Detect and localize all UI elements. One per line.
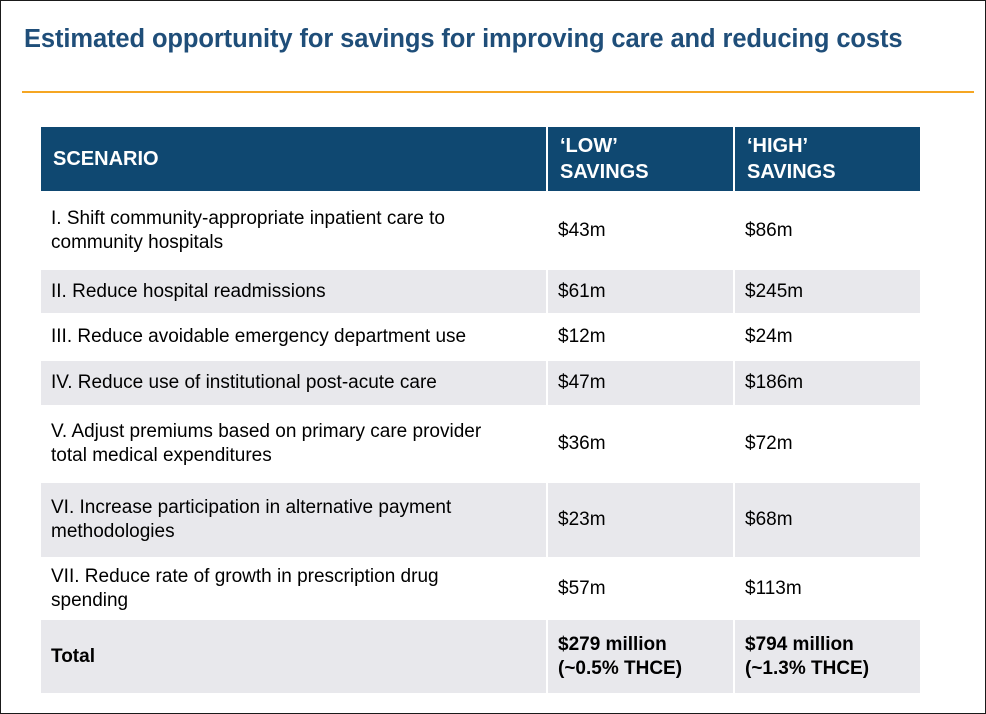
low-savings-cell: $61m bbox=[546, 268, 733, 313]
total-row: Total $279 million (~0.5% THCE) $794 mil… bbox=[41, 618, 920, 693]
low-savings-cell: $47m bbox=[546, 359, 733, 405]
header-high-line: ‘HIGH’ bbox=[747, 135, 809, 157]
scenario-cell: V. Adjust premiums based on primary care… bbox=[41, 405, 546, 481]
scenario-cell: VI. Increase participation in alternativ… bbox=[41, 481, 546, 557]
header-low-line: ‘LOW’ bbox=[560, 135, 618, 157]
high-savings-cell: $68m bbox=[733, 481, 920, 557]
total-high-line: (~1.3% THCE) bbox=[745, 657, 870, 679]
scenario-line: community hospitals bbox=[51, 231, 224, 253]
scenario-line: total medical expenditures bbox=[51, 445, 272, 466]
scenario-line: II. Reduce hospital readmissions bbox=[51, 280, 326, 302]
slide-title: Estimated opportunity for savings for im… bbox=[24, 25, 903, 53]
header-high-line: SAVINGS bbox=[747, 161, 836, 183]
table-row: VI. Increase participation in alternativ… bbox=[41, 481, 920, 557]
savings-table: SCENARIO ‘LOW’ SAVINGS ‘HIGH’ SAVINGS I.… bbox=[41, 127, 920, 693]
high-savings-cell: $86m bbox=[733, 191, 920, 268]
total-low-cell: $279 million (~0.5% THCE) bbox=[546, 618, 733, 693]
total-low-line: (~0.5% THCE) bbox=[558, 657, 683, 679]
title-divider bbox=[22, 91, 974, 93]
high-savings-cell: $245m bbox=[733, 268, 920, 313]
header-low-line: SAVINGS bbox=[560, 161, 649, 183]
header-high-savings: ‘HIGH’ SAVINGS bbox=[733, 127, 920, 191]
high-savings-cell: $24m bbox=[733, 313, 920, 359]
header-scenario: SCENARIO bbox=[41, 127, 546, 191]
scenario-cell: II. Reduce hospital readmissions bbox=[41, 268, 546, 313]
scenario-cell: III. Reduce avoidable emergency departme… bbox=[41, 313, 546, 359]
low-savings-cell: $43m bbox=[546, 191, 733, 268]
scenario-line: III. Reduce avoidable emergency departme… bbox=[51, 326, 467, 347]
table-row: V. Adjust premiums based on primary care… bbox=[41, 405, 920, 481]
low-savings-cell: $23m bbox=[546, 481, 733, 557]
total-label: Total bbox=[41, 618, 546, 693]
scenario-line: IV. Reduce use of institutional post-acu… bbox=[51, 372, 437, 393]
scenario-line: V. Adjust premiums based on primary care… bbox=[51, 421, 482, 442]
table-row: VII. Reduce rate of growth in prescripti… bbox=[41, 557, 920, 618]
low-savings-cell: $57m bbox=[546, 557, 733, 618]
low-savings-cell: $12m bbox=[546, 313, 733, 359]
scenario-line: methodologies bbox=[51, 521, 175, 542]
scenario-line: spending bbox=[51, 589, 129, 611]
table-row: II. Reduce hospital readmissions $61m $2… bbox=[41, 268, 920, 313]
total-high-line: $794 million bbox=[745, 633, 854, 655]
scenario-line: VI. Increase participation in alternativ… bbox=[51, 497, 452, 518]
total-low-line: $279 million bbox=[558, 633, 667, 655]
scenario-cell: IV. Reduce use of institutional post-acu… bbox=[41, 359, 546, 405]
scenario-line: I. Shift community-appropriate inpatient… bbox=[51, 207, 445, 229]
high-savings-cell: $113m bbox=[733, 557, 920, 618]
high-savings-cell: $186m bbox=[733, 359, 920, 405]
low-savings-cell: $36m bbox=[546, 405, 733, 481]
table-row: IV. Reduce use of institutional post-acu… bbox=[41, 359, 920, 405]
header-low-savings: ‘LOW’ SAVINGS bbox=[546, 127, 733, 191]
table-row: III. Reduce avoidable emergency departme… bbox=[41, 313, 920, 359]
table-row: I. Shift community-appropriate inpatient… bbox=[41, 191, 920, 268]
high-savings-cell: $72m bbox=[733, 405, 920, 481]
scenario-cell: VII. Reduce rate of growth in prescripti… bbox=[41, 557, 546, 618]
total-high-cell: $794 million (~1.3% THCE) bbox=[733, 618, 920, 693]
scenario-cell: I. Shift community-appropriate inpatient… bbox=[41, 191, 546, 268]
scenario-line: VII. Reduce rate of growth in prescripti… bbox=[51, 565, 439, 587]
table-header-row: SCENARIO ‘LOW’ SAVINGS ‘HIGH’ SAVINGS bbox=[41, 127, 920, 191]
